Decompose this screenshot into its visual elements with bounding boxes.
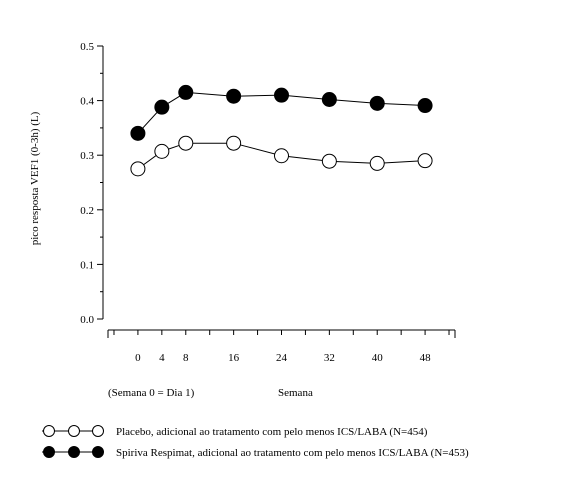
y-axis: 0.0 0.1 0.2 0.3 0.4 0.5 xyxy=(80,41,104,326)
x-tick-label: 4 xyxy=(159,352,165,364)
x-tick-label: 48 xyxy=(420,352,432,364)
data-point xyxy=(178,84,194,100)
series-spiriva xyxy=(130,84,433,141)
x-tick-label: 24 xyxy=(276,352,288,364)
legend-marker xyxy=(43,425,55,437)
data-point xyxy=(130,125,146,141)
data-point xyxy=(130,161,146,177)
x-axis-title: Semana xyxy=(278,387,313,399)
x-tick-label: 40 xyxy=(372,352,384,364)
data-point xyxy=(226,135,242,151)
data-point xyxy=(274,148,289,164)
y-axis-title: pico resposta VEF1 (0-3h) (L) xyxy=(29,111,41,245)
y-tick-label: 0.0 xyxy=(80,314,94,326)
legend-marker xyxy=(92,425,104,437)
legend-marker xyxy=(92,446,104,458)
legend-marker xyxy=(68,425,80,437)
legend: Placebo, adicional ao tratamento com pel… xyxy=(42,425,469,459)
x-axis-note: (Semana 0 = Dia 1) xyxy=(108,387,195,399)
legend-marker xyxy=(68,446,80,458)
legend-label-placebo: Placebo, adicional ao tratamento com pel… xyxy=(116,426,428,438)
data-point xyxy=(178,135,194,151)
data-point xyxy=(154,143,170,159)
series-placebo xyxy=(130,135,433,177)
data-point xyxy=(154,99,170,115)
y-tick-label: 0.3 xyxy=(80,150,94,162)
data-point xyxy=(369,95,385,111)
data-point xyxy=(417,98,433,114)
legend-item-spiriva: Spiriva Respimat, adicional ao tratament… xyxy=(42,446,469,459)
data-point xyxy=(321,92,337,108)
x-tick-label: 0 xyxy=(135,352,141,364)
legend-swatch-spiriva xyxy=(42,446,104,458)
x-axis: 0 4 8 16 24 32 40 48 xyxy=(107,329,456,364)
data-point xyxy=(417,153,433,169)
y-tick-label: 0.2 xyxy=(80,205,94,217)
y-tick-label: 0.4 xyxy=(80,96,94,108)
data-point xyxy=(321,153,337,169)
data-point xyxy=(274,87,289,103)
legend-marker xyxy=(43,446,55,458)
legend-swatch-placebo xyxy=(42,425,104,437)
legend-item-placebo: Placebo, adicional ao tratamento com pel… xyxy=(42,425,428,438)
y-tick-label: 0.1 xyxy=(80,259,94,271)
data-point xyxy=(226,88,242,104)
data-point xyxy=(369,155,385,171)
x-tick-label: 8 xyxy=(183,352,189,364)
series-layer xyxy=(130,84,433,177)
x-tick-label: 32 xyxy=(324,352,335,364)
x-tick-label: 16 xyxy=(228,352,240,364)
y-tick-label: 0.5 xyxy=(80,41,94,53)
legend-label-spiriva: Spiriva Respimat, adicional ao tratament… xyxy=(116,447,469,459)
